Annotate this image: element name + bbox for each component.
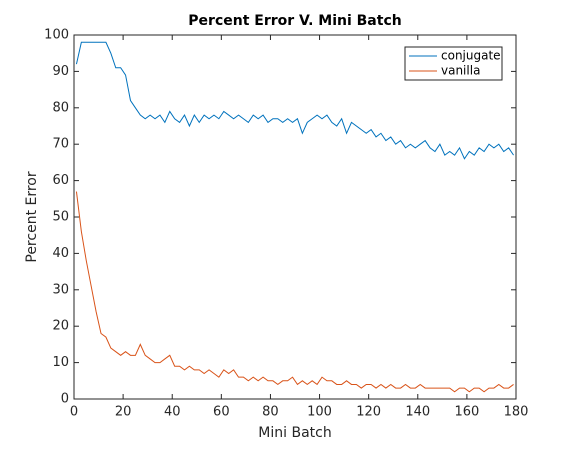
legend-label: vanilla bbox=[441, 64, 480, 78]
y-tick-label: 20 bbox=[52, 319, 69, 334]
y-tick-label: 40 bbox=[52, 246, 69, 261]
plot-frame bbox=[73, 34, 517, 400]
y-tick-label: 70 bbox=[52, 137, 69, 152]
x-tick-label: 160 bbox=[454, 405, 479, 420]
y-tick-label: 100 bbox=[44, 28, 69, 43]
y-tick-label: 30 bbox=[52, 282, 69, 297]
y-axis-label: Percent Error bbox=[24, 171, 40, 262]
x-tick-label: 120 bbox=[356, 405, 381, 420]
chart-title: Percent Error V. Mini Batch bbox=[188, 13, 401, 29]
data-line bbox=[75, 191, 514, 393]
x-axis-label: Mini Batch bbox=[258, 425, 331, 441]
y-tick-label: 60 bbox=[52, 173, 69, 188]
data-line bbox=[75, 41, 514, 160]
x-tick-label: 60 bbox=[213, 405, 230, 420]
x-tick-label: 180 bbox=[504, 405, 529, 420]
x-tick-label: 80 bbox=[262, 405, 279, 420]
legend-label: conjugate bbox=[441, 49, 501, 63]
x-tick-label: 100 bbox=[307, 405, 332, 420]
legend-box bbox=[404, 46, 503, 81]
y-tick-label: 10 bbox=[52, 355, 69, 370]
y-tick-label: 80 bbox=[52, 100, 69, 115]
x-tick-label: 20 bbox=[115, 405, 132, 420]
x-tick-label: 0 bbox=[70, 405, 78, 420]
x-tick-label: 140 bbox=[405, 405, 430, 420]
y-tick-label: 90 bbox=[52, 64, 69, 79]
y-tick-label: 50 bbox=[52, 210, 69, 225]
x-tick-label: 40 bbox=[164, 405, 181, 420]
y-tick-label: 0 bbox=[61, 392, 69, 407]
